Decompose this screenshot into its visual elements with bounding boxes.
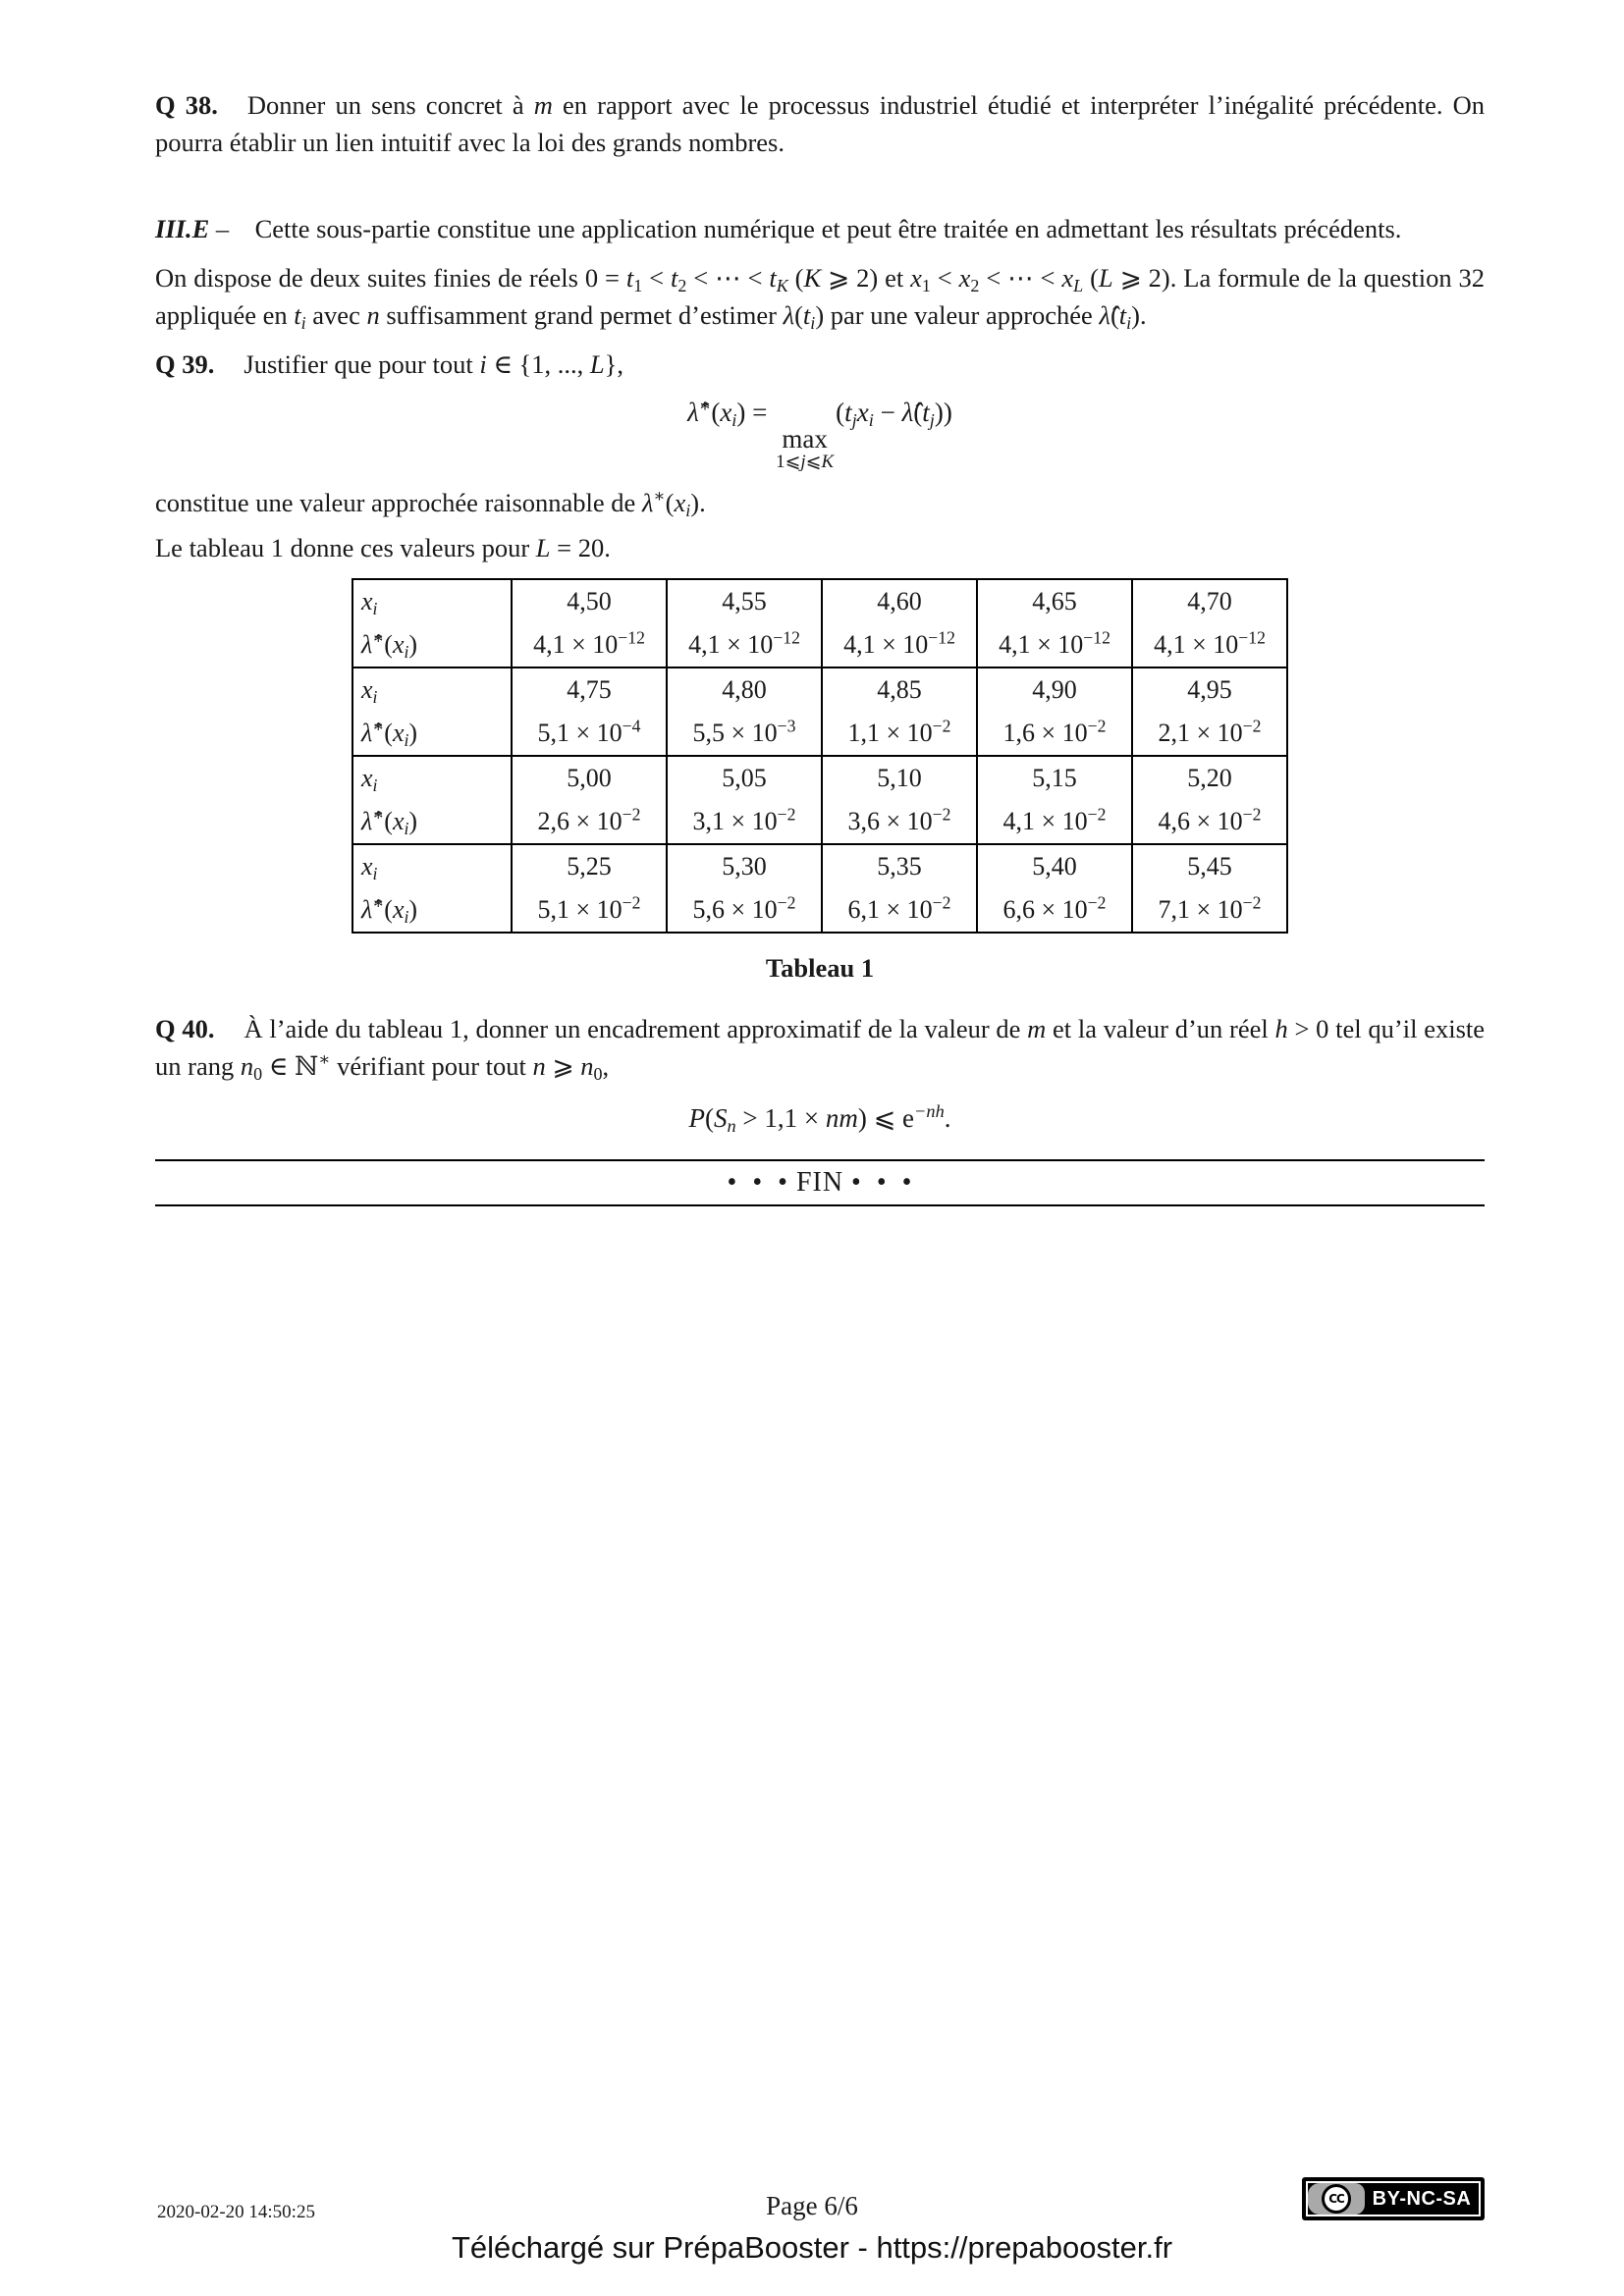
table-cell: 6,1 × 10−2 [821, 888, 977, 934]
max-operator: max 1⩽j⩽K [776, 425, 834, 472]
table-cell: 7,1 × 10−2 [1131, 888, 1287, 934]
table-row-lambda: λ̂∗(xi) 4,1 × 10−12 4,1 × 10−12 4,1 × 10−12… [352, 623, 1287, 668]
table-cell: 5,5 × 10−3 [666, 712, 822, 757]
table-cell: 5,10 [821, 755, 977, 801]
table-cell: 5,40 [976, 843, 1132, 889]
table-cell: 4,1 × 10−12 [511, 623, 667, 668]
table-row-xi: xi 5,00 5,05 5,10 5,15 5,20 [352, 755, 1287, 801]
table-cell: 3,1 × 10−2 [666, 800, 822, 845]
table-cell: 1,6 × 10−2 [976, 712, 1132, 757]
table-cell: xi [352, 667, 512, 713]
table-intro-paragraph: Le tableau 1 donne ces valeurs pour L = … [155, 533, 611, 563]
question-40-paragraph: Q 40. À l’aide du tableau 1, donner un en… [155, 1014, 1486, 1085]
table-cell: 2,6 × 10−2 [511, 800, 667, 845]
table-row-xi: xi 4,75 4,80 4,85 4,90 4,95 [352, 667, 1287, 713]
table-cell: xi [352, 578, 512, 624]
table-cell: 5,05 [666, 755, 822, 801]
max-operator-name: max [782, 424, 828, 454]
table-row-lambda: λ̂∗(xi) 2,6 × 10−2 3,1 × 10−2 3,6 × 10−2 4,1… [352, 800, 1287, 845]
question-39-paragraph: Q 39. Justifier que pour tout i ∈ {1, ...… [155, 349, 624, 379]
table-cell: 4,1 × 10−12 [976, 623, 1132, 668]
table-cell: 4,70 [1131, 578, 1287, 624]
table-row-lambda: λ̂∗(xi) 5,1 × 10−2 5,6 × 10−2 6,1 × 10−2 6,6… [352, 888, 1287, 934]
cc-license-label: BY-NC-SA [1372, 2187, 1472, 2210]
table-cell: 5,15 [976, 755, 1132, 801]
table-cell: xi [352, 755, 512, 801]
table-cell: 4,60 [821, 578, 977, 624]
table-cell: 4,80 [666, 667, 822, 713]
tableau-1-body: xi 4,50 4,55 4,60 4,65 4,70 λ̂∗(xi) 4,1 × 10−12… [352, 578, 1287, 934]
question-38-paragraph: Q 38. Donner un sens concret à m en rappo… [155, 90, 1485, 157]
formula-left: λ̂∗(xi) = [687, 395, 775, 431]
table-row-lambda: λ̂∗(xi) 5,1 × 10−4 5,5 × 10−3 1,1 × 10−2 1,6… [352, 712, 1287, 757]
table-cell: 5,00 [511, 755, 667, 801]
tableau-1-caption: Tableau 1 [765, 953, 875, 984]
table-cell: 1,1 × 10−2 [821, 712, 977, 757]
table-cell: 3,6 × 10−2 [821, 800, 977, 845]
table-cell: 4,50 [511, 578, 667, 624]
sequences-intro-paragraph: On dispose de deux suites finies de réel… [155, 263, 1486, 334]
cc-logo-panel: CC [1308, 2183, 1365, 2215]
table-cell: 4,1 × 10−12 [1131, 623, 1287, 668]
cc-license-badge[interactable]: CC BY-NC-SA [1302, 2177, 1485, 2220]
tableau-1-table: xi 4,50 4,55 4,60 4,65 4,70 λ̂∗(xi) 4,1 × 10−12… [352, 578, 1288, 934]
table-cell: 4,90 [976, 667, 1132, 713]
end-of-document-separator: • • • FIN • • • [155, 1159, 1485, 1207]
fin-label: • • • FIN • • • [727, 1167, 913, 1199]
table-cell: 4,95 [1131, 667, 1287, 713]
table-cell: 4,85 [821, 667, 977, 713]
table-cell: λ̂∗(xi) [352, 623, 512, 668]
max-operator-bounds: 1⩽j⩽K [776, 452, 835, 473]
q40-display-formula: P(Sn > 1,1 × nm) ⩽ e−nh. [688, 1101, 951, 1137]
table-cell: 2,1 × 10−2 [1131, 712, 1287, 757]
table-cell: 5,45 [1131, 843, 1287, 889]
table-cell: 4,55 [666, 578, 822, 624]
cc-license-badge-inner: CC BY-NC-SA [1306, 2181, 1481, 2216]
formula-right: (tjxi − λ̂(tj)) [836, 398, 952, 431]
q39-conclusion-paragraph: constitue une valeur approchée raisonnab… [155, 486, 706, 521]
fin-rule-top [155, 1159, 1485, 1162]
document-body: Q 38. Donner un sens concret à m en rappo… [155, 86, 1486, 1207]
download-source-link[interactable]: Téléchargé sur PrépaBooster - https://pr… [451, 2230, 1173, 2265]
section-III-E-paragraph: III.E – Cette sous-partie constitue une … [155, 214, 1402, 243]
footer-page-number: Page 6/6 [766, 2191, 858, 2220]
table-cell: 5,1 × 10−2 [511, 888, 667, 934]
table-cell: 6,6 × 10−2 [976, 888, 1132, 934]
table-cell: 5,25 [511, 843, 667, 889]
table-cell: 5,30 [666, 843, 822, 889]
table-cell: λ̂∗(xi) [352, 800, 512, 845]
table-cell: 4,1 × 10−2 [976, 800, 1132, 845]
table-cell: 4,65 [976, 578, 1132, 624]
table-cell: λ̂∗(xi) [352, 712, 512, 757]
table-cell: 5,6 × 10−2 [666, 888, 822, 934]
table-row-xi: xi 4,50 4,55 4,60 4,65 4,70 [352, 578, 1287, 624]
footer-timestamp: 2020-02-20 14:50:25 [157, 2202, 315, 2222]
table-cell: 4,1 × 10−12 [666, 623, 822, 668]
table-cell: 4,1 × 10−12 [821, 623, 977, 668]
q39-display-formula: λ̂∗(xi) = max 1⩽j⩽K (tjxi − λ̂(tj)) [155, 393, 1485, 472]
table-cell: 4,75 [511, 667, 667, 713]
table-cell: 5,20 [1131, 755, 1287, 801]
table-cell: 5,35 [821, 843, 977, 889]
table-row-xi: xi 5,25 5,30 5,35 5,40 5,45 [352, 843, 1287, 889]
cc-logo-icon: CC [1322, 2184, 1351, 2214]
table-cell: 5,1 × 10−4 [511, 712, 667, 757]
table-cell: λ̂∗(xi) [352, 888, 512, 934]
table-cell: xi [352, 843, 512, 889]
table-cell: 4,6 × 10−2 [1131, 800, 1287, 845]
fin-rule-bottom [155, 1204, 1485, 1207]
